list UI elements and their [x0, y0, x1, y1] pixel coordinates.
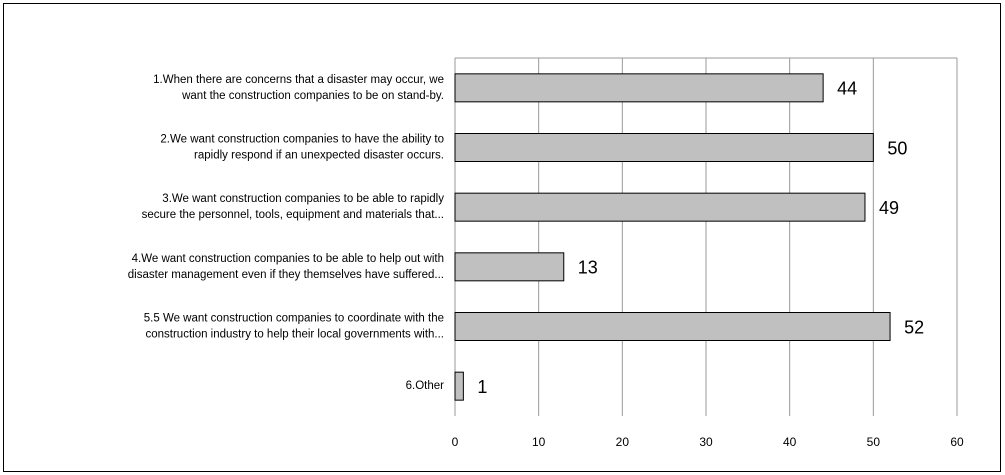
y-tick-label: rapidly respond if an unexpected disaste… [194, 150, 444, 162]
y-tick-label: secure the personnel, tools, equipment a… [142, 209, 444, 221]
bar [454, 133, 874, 162]
x-tick-label: 60 [950, 435, 964, 449]
bar [454, 252, 565, 282]
x-tick-label: 10 [532, 435, 546, 449]
value-label: 44 [837, 79, 857, 99]
y-tick-label: want the construction companies to be on… [181, 90, 444, 102]
bar [454, 73, 824, 103]
y-tick-label: 6.Other [406, 380, 445, 392]
x-tick-label: 20 [616, 435, 630, 449]
value-label: 52 [904, 317, 924, 337]
value-label: 50 [887, 138, 907, 158]
x-tick-label: 30 [699, 435, 713, 449]
y-tick-label: 3.We want construction companies to be a… [162, 193, 444, 205]
value-label: 1 [477, 377, 487, 397]
x-tick-label: 50 [867, 435, 881, 449]
y-tick-label: construction industry to help their loca… [145, 329, 444, 341]
y-tick-label: 5.5 We want construction companies to co… [144, 313, 444, 325]
y-tick-label: 2.We want construction companies to have… [160, 134, 444, 146]
y-tick-label: disaster management even if they themsel… [128, 269, 444, 281]
y-tick-label: 4.We want construction companies to be a… [132, 253, 444, 265]
y-tick-label: 1.When there are concerns that a disaste… [153, 74, 444, 86]
bar [454, 192, 866, 222]
bar [454, 312, 891, 341]
value-label: 13 [578, 258, 598, 278]
x-tick-label: 40 [783, 435, 797, 449]
value-label: 49 [879, 198, 899, 218]
bar [454, 371, 464, 401]
x-tick-label: 0 [452, 435, 459, 449]
